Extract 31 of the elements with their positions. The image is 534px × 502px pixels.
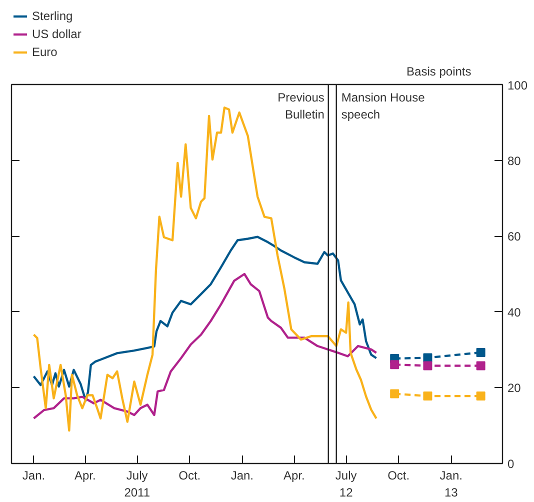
point [390,360,400,370]
x-tick-label: Apr. [74,468,96,482]
line-series [32,272,378,420]
y-tick-label: 80 [508,154,522,168]
ref-line-label: Previous Bulletin [278,90,324,122]
point [423,392,432,401]
legend-label: Euro [32,44,58,60]
x-tick-label: Oct. [178,468,201,482]
x-tick-label: July 12 [335,468,357,500]
point [476,392,486,401]
x-tick-label: July 2011 [124,468,150,500]
point [390,389,400,398]
legend-label: US dollar [32,26,82,42]
line-series [32,236,378,402]
x-tick-label: Jan. 13 [440,468,462,500]
x-tick-label: Jan. [22,468,46,482]
y-tick-label: 100 [508,78,528,92]
x-tick-label: Jan. [230,468,254,482]
point [476,361,486,370]
point [423,361,432,370]
x-tick-label: Oct. [388,468,410,482]
y-tick-label: 0 [508,457,514,471]
point [476,348,486,357]
x-tick-label: Apr. [283,468,305,482]
y-axis-title: Basis points [406,64,472,78]
y-tick-label: 20 [508,381,522,396]
ref-line-label: Mansion House speech [341,90,426,122]
y-tick-label: 40 [508,305,522,320]
y-tick-label: 60 [508,230,522,244]
line-series [32,106,378,432]
legend-label: Sterling [32,8,73,24]
